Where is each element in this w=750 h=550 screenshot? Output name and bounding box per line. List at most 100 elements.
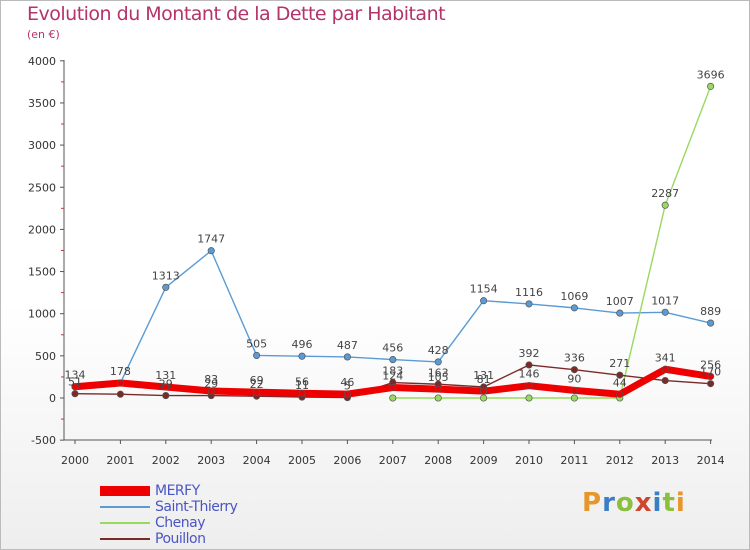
data-label-merfy: 83 [204, 373, 218, 386]
data-label-merfy: 56 [295, 375, 309, 388]
data-point-merfy [116, 379, 124, 387]
y-tick-label: 1500 [28, 266, 56, 279]
data-point-saint-thierry [661, 308, 669, 316]
x-tick-label: 2010 [515, 454, 543, 467]
legend-item-pouillon: Pouillon [100, 531, 237, 547]
legend-label-pouillon: Pouillon [155, 531, 206, 547]
data-point-chenay [525, 394, 533, 402]
data-label-saint-thierry: 428 [428, 344, 449, 357]
data-label-merfy: 341 [655, 351, 676, 364]
legend-swatch-saint-thierry [100, 506, 150, 508]
data-label-pouillon: 131 [473, 369, 494, 382]
data-label-saint-thierry: 1313 [152, 269, 180, 282]
y-tick-label: 500 [35, 350, 56, 363]
data-point-pouillon [661, 376, 669, 385]
data-label-saint-thierry: 1069 [560, 290, 588, 303]
data-point-merfy [389, 383, 397, 392]
data-point-chenay [570, 394, 578, 402]
data-label-merfy: 69 [250, 374, 264, 387]
data-point-pouillon [707, 380, 715, 388]
y-tick-label: 2500 [28, 181, 56, 194]
data-point-merfy [616, 390, 624, 398]
data-label-pouillon: 392 [519, 347, 540, 360]
y-tick-label: 3000 [28, 139, 56, 152]
logo-letter: o [615, 488, 635, 518]
data-point-saint-thierry [525, 300, 533, 308]
data-point-saint-thierry [207, 247, 215, 255]
data-label-saint-thierry: 505 [246, 337, 267, 350]
legend-label-merfy: MERFY [155, 483, 200, 499]
data-point-merfy [71, 383, 79, 391]
x-tick-label: 2002 [152, 454, 180, 467]
data-point-merfy [434, 385, 442, 393]
series-line-chenay [392, 85, 712, 399]
data-label-saint-thierry: 496 [292, 338, 313, 351]
data-label-saint-thierry: 456 [382, 342, 403, 355]
data-point-pouillon [116, 390, 124, 398]
data-point-chenay [480, 394, 488, 402]
data-point-saint-thierry [253, 351, 261, 359]
proxiti-logo: Proxiti [582, 488, 686, 518]
legend-label-saint-thierry: Saint-Thierry [155, 499, 238, 515]
data-point-saint-thierry [707, 319, 715, 327]
chart-title: Evolution du Montant de la Dette par Hab… [27, 3, 446, 25]
data-label-merfy: 134 [65, 369, 86, 382]
x-tick-label: 2007 [379, 454, 407, 467]
x-tick-label: 2008 [424, 454, 452, 467]
data-label-pouillon: 29 [204, 378, 218, 391]
data-point-chenay [707, 82, 715, 90]
data-label-merfy: 146 [519, 368, 540, 381]
logo-letter: i [652, 488, 663, 518]
y-tick-label: 1000 [28, 308, 56, 321]
data-label-merfy: 256 [700, 358, 721, 371]
data-point-chenay [661, 201, 669, 209]
data-label-pouillon: 336 [564, 352, 585, 365]
data-label-merfy: 131 [155, 369, 176, 382]
data-label-chenay: 2287 [651, 187, 679, 200]
data-label-pouillon: 22 [250, 378, 264, 391]
data-label-pouillon: 170 [700, 366, 721, 379]
x-tick-label: 2003 [197, 454, 225, 467]
data-label-saint-thierry: 1017 [651, 294, 679, 307]
legend-swatch-pouillon [100, 538, 150, 540]
data-point-saint-thierry [570, 304, 578, 312]
data-label-saint-thierry: 1007 [606, 295, 634, 308]
x-tick-label: 2011 [560, 454, 588, 467]
data-label-pouillon: 163 [428, 366, 449, 379]
x-tick-label: 2014 [697, 454, 725, 467]
data-label-pouillon: 183 [382, 365, 403, 378]
data-point-merfy [207, 387, 215, 395]
data-point-saint-thierry [616, 309, 624, 317]
data-point-saint-thierry [343, 353, 351, 361]
data-point-merfy [570, 386, 578, 394]
y-tick-label: 2000 [28, 223, 56, 236]
x-tick-label: 2009 [470, 454, 498, 467]
legend-item-saint-thierry: Saint-Thierry [100, 499, 238, 515]
data-point-pouillon [616, 371, 624, 379]
data-label-saint-thierry: 1116 [515, 286, 543, 299]
logo-letter: r [602, 488, 616, 518]
y-tick-label: 0 [49, 392, 56, 405]
data-point-pouillon [71, 390, 79, 398]
data-point-merfy [480, 387, 488, 395]
data-point-merfy [253, 388, 261, 396]
data-label-pouillon: 11 [295, 379, 309, 392]
data-point-merfy [343, 390, 351, 398]
data-label-merfy: 44 [613, 376, 627, 389]
data-label-merfy: 124 [382, 370, 403, 383]
legend-swatch-chenay [100, 522, 150, 524]
data-label-saint-thierry: 889 [700, 305, 721, 318]
x-tick-label: 2000 [61, 454, 89, 467]
data-point-chenay [389, 394, 397, 402]
chart-unit-label: (en €) [27, 28, 60, 41]
data-point-chenay [434, 394, 442, 402]
logo-letter: t [662, 488, 676, 518]
data-point-saint-thierry [480, 297, 488, 305]
legend-item-chenay: Chenay [100, 515, 237, 531]
x-tick-label: 2005 [288, 454, 316, 467]
data-label-merfy: 46 [340, 376, 354, 389]
chart-legend: MERFY Saint-Thierry Chenay Pouillon [100, 483, 238, 547]
data-label-merfy: 90 [567, 372, 581, 385]
data-point-pouillon [162, 392, 170, 400]
data-label-merfy: 178 [110, 365, 131, 378]
